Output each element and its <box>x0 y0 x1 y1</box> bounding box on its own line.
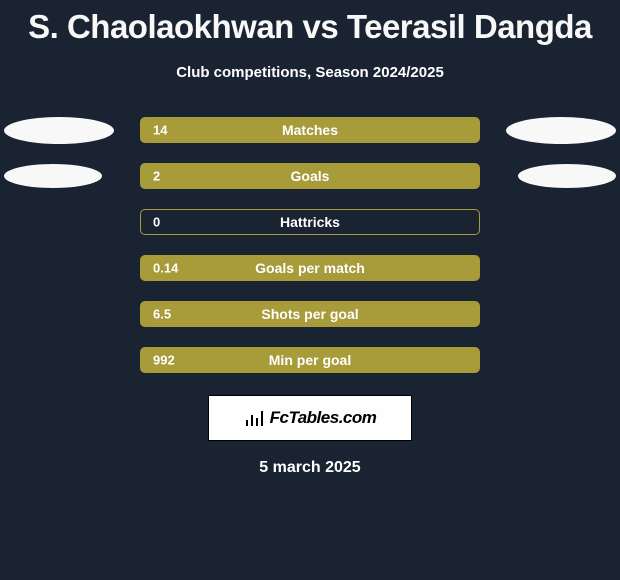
left-ellipse <box>4 117 114 144</box>
stat-row: 0.14 Goals per match <box>0 255 620 281</box>
stat-row: 6.5 Shots per goal <box>0 301 620 327</box>
stat-value: 14 <box>153 123 167 138</box>
stat-bar: 0.14 Goals per match <box>140 255 480 281</box>
stat-bar: 992 Min per goal <box>140 347 480 373</box>
right-ellipse <box>518 164 616 188</box>
stat-bar: 2 Goals <box>140 163 480 189</box>
date-text: 5 march 2025 <box>259 459 360 477</box>
stat-value: 0.14 <box>153 261 178 276</box>
player1-name: S. Chaolaokhwan <box>28 8 294 45</box>
stat-label: Goals <box>291 168 330 184</box>
stat-label: Goals per match <box>255 260 365 276</box>
stat-label: Matches <box>282 122 338 138</box>
stat-label: Hattricks <box>280 214 340 230</box>
subtitle: Club competitions, Season 2024/2025 <box>176 64 444 81</box>
stat-row: 0 Hattricks <box>0 209 620 235</box>
stat-value: 2 <box>153 169 160 184</box>
stat-label: Shots per goal <box>261 306 358 322</box>
stat-row: 2 Goals <box>0 163 620 189</box>
title-vs: vs <box>303 8 339 45</box>
page-title: S. Chaolaokhwan vs Teerasil Dangda <box>28 8 592 46</box>
stat-value: 6.5 <box>153 307 171 322</box>
stat-bar: 0 Hattricks <box>140 209 480 235</box>
right-ellipse <box>506 117 616 144</box>
stat-label: Min per goal <box>269 352 351 368</box>
stat-bar: 14 Matches <box>140 117 480 143</box>
stat-bar: 6.5 Shots per goal <box>140 301 480 327</box>
stat-row: 992 Min per goal <box>0 347 620 373</box>
stat-row: 14 Matches <box>0 117 620 143</box>
logo-box: FcTables.com <box>208 395 412 441</box>
stats-rows: 14 Matches 2 Goals 0 Hattricks 0.14 Goals per m… <box>0 117 620 373</box>
left-ellipse <box>4 164 102 188</box>
stat-value: 992 <box>153 353 175 368</box>
player2-name: Teerasil Dangda <box>347 8 592 45</box>
comparison-infographic: S. Chaolaokhwan vs Teerasil Dangda Club … <box>0 0 620 580</box>
logo-text: FcTables.com <box>270 408 377 428</box>
chart-icon <box>244 408 266 428</box>
stat-value: 0 <box>153 215 160 230</box>
